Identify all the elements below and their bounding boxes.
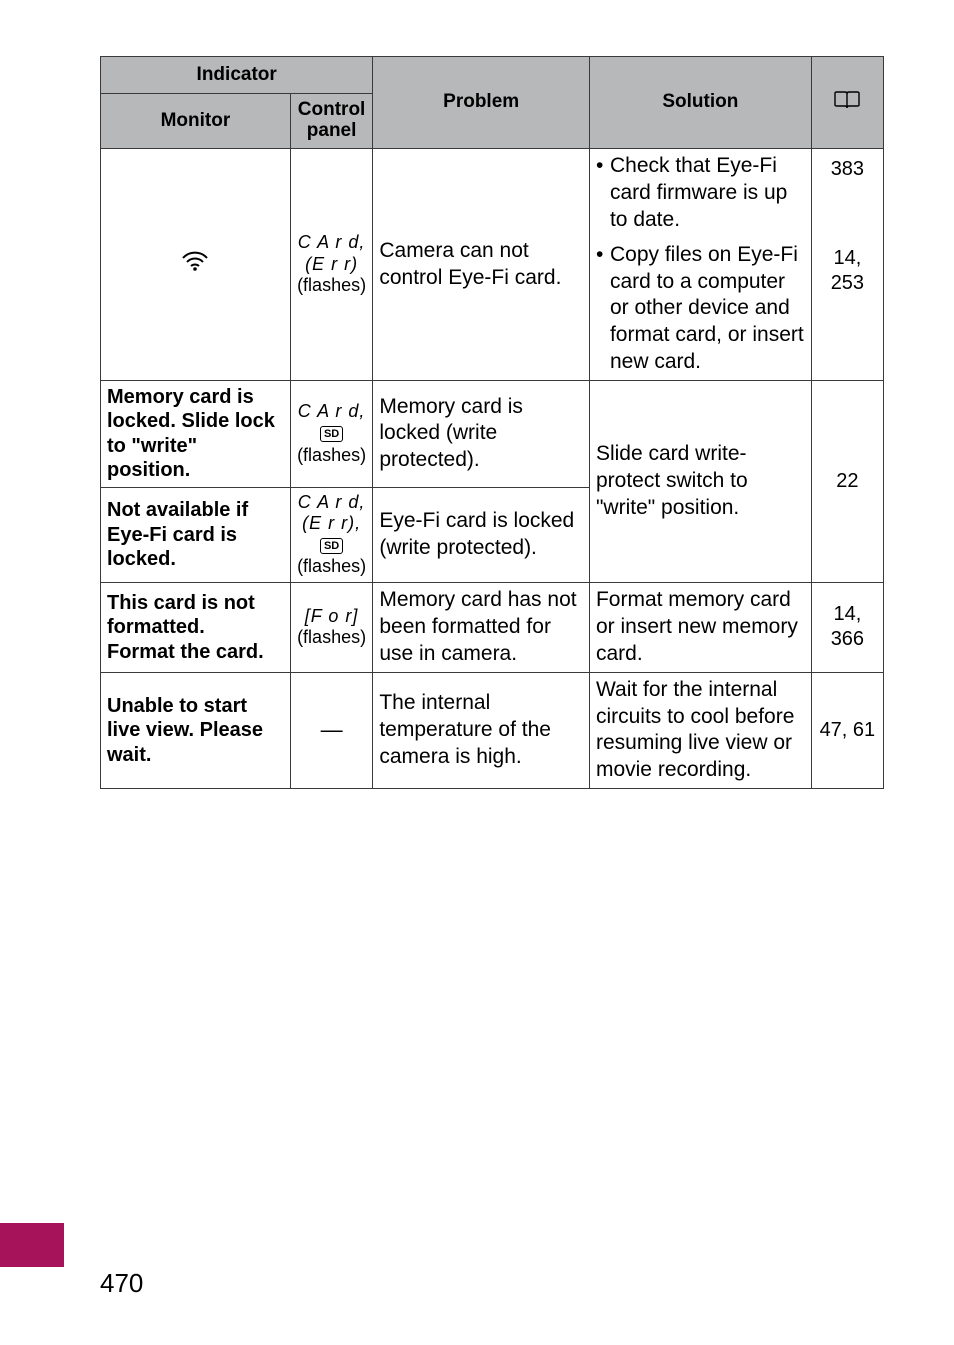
flashes-text: (flashes)	[297, 445, 366, 465]
r3-problem: Memory card has not been formatted for u…	[373, 583, 590, 673]
seg-text: (E r r)	[305, 254, 358, 274]
r1-ref-1: 383	[811, 149, 883, 238]
hdr-solution: Solution	[589, 57, 811, 149]
seg-text: [F o r]	[305, 606, 359, 626]
r3-solution: Format memory card or insert new memory …	[589, 583, 811, 673]
hdr-problem: Problem	[373, 57, 590, 149]
page: Indicator Problem Solution Monitor Contr…	[0, 0, 954, 1345]
hdr-control-panel: Controlpanel	[290, 94, 373, 149]
flashes-text: (flashes)	[297, 556, 366, 576]
wifi-icon	[181, 249, 209, 273]
r1-solution-1: •Check that Eye-Fi card firmware is up t…	[589, 149, 811, 238]
troubleshoot-table: Indicator Problem Solution Monitor Contr…	[100, 56, 884, 789]
page-number: 470	[100, 1268, 143, 1299]
sd-icon: SD	[320, 426, 343, 442]
r1-problem: Camera can not control Eye-Fi card.	[373, 149, 590, 381]
seg-text: C A r d,	[298, 401, 366, 421]
r1-ref-2: 14, 253	[811, 238, 883, 381]
r4-control: —	[290, 672, 373, 789]
flashes-text: (flashes)	[297, 275, 366, 295]
r2b-problem: Eye-Fi card is locked (write protected).	[373, 487, 590, 582]
r2-ref: 22	[811, 381, 883, 583]
r2a-problem: Memory card is locked (write protected).	[373, 381, 590, 488]
sol-text: Check that Eye-Fi card firmware is up to…	[610, 153, 805, 234]
r4-monitor: Unable to start live view. Please wait.	[101, 672, 291, 789]
hdr-reference-icon	[811, 57, 883, 149]
r4-problem: The internal temperature of the camera i…	[373, 672, 590, 789]
seg-text: C A r d,	[298, 492, 366, 512]
r3-control: [F o r] (flashes)	[290, 583, 373, 673]
sd-icon: SD	[320, 538, 343, 554]
hdr-monitor: Monitor	[101, 94, 291, 149]
flashes-text: (flashes)	[297, 627, 366, 647]
section-tab	[0, 1223, 64, 1267]
r1-monitor	[101, 149, 291, 381]
r2a-monitor: Memory card is locked. Slide lock to "wr…	[101, 381, 291, 488]
r2-solution: Slide card write-protect switch to "writ…	[589, 381, 811, 583]
book-icon	[834, 91, 860, 109]
seg-text: C A r d,	[298, 232, 366, 252]
r2b-control: C A r d, (E r r), SD (flashes)	[290, 487, 373, 582]
r3-ref: 14, 366	[811, 583, 883, 673]
hdr-indicator: Indicator	[101, 57, 373, 94]
sol-text: Copy files on Eye-Fi card to a computer …	[610, 242, 805, 376]
r4-solution: Wait for the internal circuits to cool b…	[589, 672, 811, 789]
r2b-monitor: Not available if Eye-Fi card is locked.	[101, 487, 291, 582]
r1-solution-2: •Copy files on Eye-Fi card to a computer…	[589, 238, 811, 381]
seg-text: (E r r),	[302, 513, 361, 533]
r2a-control: C A r d, SD (flashes)	[290, 381, 373, 488]
r1-control: C A r d, (E r r) (flashes)	[290, 149, 373, 381]
r4-ref: 47, 61	[811, 672, 883, 789]
r3-monitor: This card is not formatted.Format the ca…	[101, 583, 291, 673]
